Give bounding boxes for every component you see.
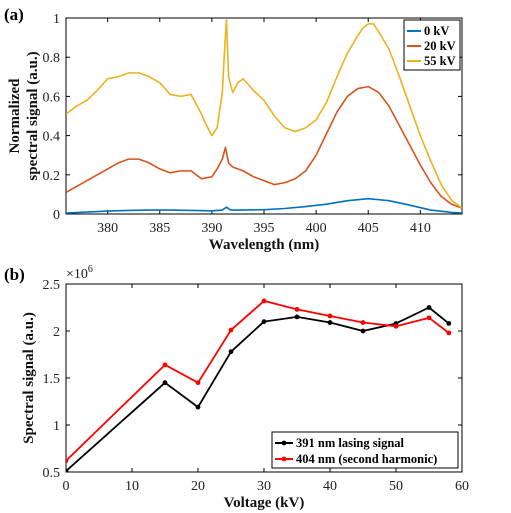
x-tick-label: 395 xyxy=(254,221,275,236)
series-group xyxy=(66,298,452,472)
data-point-2 xyxy=(294,306,300,312)
x-tick-label: 390 xyxy=(201,221,222,236)
y-tick-label: 0 xyxy=(53,208,60,223)
legend-label-1: 0 kV xyxy=(424,24,449,38)
legend: 391 nm lasing signal 404 nm (second harmo… xyxy=(271,431,459,469)
x-tick-label: 30 xyxy=(257,479,271,494)
x-axis-title: Voltage (kV) xyxy=(224,495,305,511)
y-tick-label: 0.4 xyxy=(43,130,61,145)
legend-label-1: 391 nm lasing signal xyxy=(296,436,405,450)
data-point-1 xyxy=(228,349,234,355)
legend-label-2: 20 kV xyxy=(424,39,456,53)
data-point-1 xyxy=(446,321,452,326)
x-tick-label: 10 xyxy=(125,479,139,494)
y-tick-label: 1 xyxy=(53,419,60,434)
data-point-2 xyxy=(327,313,333,319)
x-tick-label: 0 xyxy=(63,479,70,494)
y-scale-multiplier: ×106 xyxy=(66,264,93,282)
data-point-1 xyxy=(66,468,69,472)
data-point-2 xyxy=(393,323,399,329)
legend-marker-2 xyxy=(281,456,287,462)
plot-area-frame xyxy=(65,17,463,215)
data-point-1 xyxy=(162,380,168,386)
data-point-1 xyxy=(327,320,333,325)
legend-label-2: 404 nm (second harmonic) xyxy=(296,452,437,466)
series-line-3 xyxy=(66,19,462,209)
y-tick-label: 0.2 xyxy=(43,169,61,184)
y-tick-label: 1.5 xyxy=(43,372,61,387)
data-point-1 xyxy=(195,404,201,410)
data-point-2 xyxy=(360,320,366,325)
y-scale-base: ×10 xyxy=(66,267,88,282)
x-tick-label: 385 xyxy=(149,221,170,236)
data-point-2 xyxy=(446,330,452,336)
x-tick-label: 60 xyxy=(455,479,469,494)
data-point-1 xyxy=(294,314,300,320)
series-line-1 xyxy=(66,197,462,214)
chart-panel-2: 0 10 20 30 40 50 60 0.5 1 1.5 2 2.5 Voltage (kV) Spec… xyxy=(4,264,469,511)
y-tick-label: 2 xyxy=(53,325,60,340)
x-tick-label: 400 xyxy=(306,221,327,236)
y-scale-exponent: 6 xyxy=(88,264,93,275)
data-point-2 xyxy=(162,362,168,368)
chart-panel-1: 380 385 390 395 400 405 410 0 0.2 0.4 0.6 0.8 1 Wavel… xyxy=(4,5,463,253)
data-point-2 xyxy=(66,458,69,464)
x-axis-title: Wavelength (nm) xyxy=(209,237,319,253)
y-tick-label: 0.6 xyxy=(43,90,61,105)
y-axis-title: Normalized xyxy=(7,78,23,154)
x-tick-label: 50 xyxy=(389,479,403,494)
legend-marker-1 xyxy=(281,440,287,446)
y-tick-label: 1 xyxy=(53,12,60,27)
data-point-1 xyxy=(426,305,432,310)
data-point-2 xyxy=(195,380,201,386)
x-tick-label: 40 xyxy=(323,479,337,494)
panel-label: (b) xyxy=(4,265,25,284)
y-tick-label: 0.5 xyxy=(43,466,61,481)
data-point-2 xyxy=(261,298,267,304)
legend-label-3: 55 kV xyxy=(424,54,456,68)
data-point-1 xyxy=(261,319,267,324)
series-group xyxy=(66,19,462,214)
y-axis-title: Spectral signal (a.u.) xyxy=(21,312,37,444)
data-point-1 xyxy=(360,328,366,334)
x-tick-label: 20 xyxy=(191,479,205,494)
y-tick-label: 2.5 xyxy=(43,278,61,293)
data-point-2 xyxy=(228,327,234,333)
y-tick-label: 0.8 xyxy=(43,51,61,66)
panel-label: (a) xyxy=(4,5,24,24)
y-axis-title: spectral signal (a.u.) xyxy=(25,51,41,180)
x-tick-label: 405 xyxy=(358,221,379,236)
series-line-2 xyxy=(66,85,462,209)
legend-box xyxy=(271,431,459,469)
data-point-2 xyxy=(426,315,432,321)
x-tick-label: 410 xyxy=(410,221,431,236)
x-tick-label: 380 xyxy=(97,221,118,236)
